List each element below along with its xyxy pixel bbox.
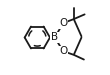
Text: O: O: [59, 18, 67, 28]
Text: O: O: [59, 46, 67, 56]
Text: B: B: [51, 32, 58, 43]
